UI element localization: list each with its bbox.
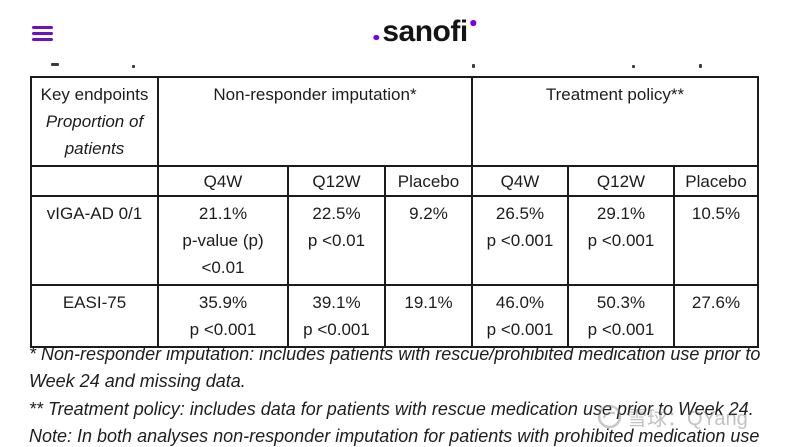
cell-line: <0.01 <box>201 258 245 277</box>
cell-line: 10.5% <box>691 204 741 223</box>
cell-line: 22.5% <box>312 204 361 223</box>
cell-line: 27.6% <box>691 293 741 312</box>
hamburger-bar <box>32 26 53 30</box>
subheader-cell: Placebo <box>384 165 473 197</box>
value-cell: 22.5% p <0.01 <box>287 195 386 286</box>
sanofi-logo-text: sanofi <box>382 15 468 48</box>
clipped-text-fragment <box>132 65 135 68</box>
value-cell: 39.1% p <0.001 <box>287 284 386 348</box>
cell-line: p <0.001 <box>587 320 655 339</box>
value-cell: 46.0% p <0.001 <box>471 284 569 348</box>
corner-subtitle: patients <box>64 139 125 158</box>
subheader-cell: Q4W <box>471 165 569 197</box>
endpoints-table: Key endpoints Proportion of patients Non… <box>30 76 759 348</box>
footnote-line: * Non-responder imputation: includes pat… <box>29 344 761 364</box>
hamburger-bar <box>32 38 53 42</box>
corner-title: Key endpoints <box>40 85 149 104</box>
subheader-cell: Q12W <box>567 165 675 197</box>
hamburger-menu-icon[interactable] <box>32 26 53 42</box>
value-cell: 19.1% <box>384 284 473 348</box>
table-subheader-row: Q4W Q12W Placebo Q4W Q12W Placebo <box>30 165 759 197</box>
cell-line: 35.9% <box>198 293 248 312</box>
endpoint-cell: EASI-75 <box>30 284 159 348</box>
cell-line: 50.3% <box>596 293 646 312</box>
value-cell: 9.2% <box>384 195 473 286</box>
value-cell: 35.9% p <0.001 <box>157 284 289 348</box>
hamburger-bar <box>32 32 53 36</box>
footnote-line: Week 24 and missing data. <box>29 371 246 392</box>
cell-line: 21.1% <box>198 204 248 223</box>
value-cell: 10.5% <box>673 195 759 286</box>
clipped-text-fragment <box>472 64 475 68</box>
value-cell: 26.5% p <0.001 <box>471 195 569 286</box>
value-cell: 29.1% p <0.001 <box>567 195 675 286</box>
empty-cell <box>30 165 159 197</box>
cell-line: 19.1% <box>404 293 453 312</box>
footnotes: * Non-responder imputation: includes pat… <box>29 341 760 447</box>
cell-line: p <0.001 <box>587 231 655 250</box>
sanofi-logo[interactable]: sanofi <box>373 15 480 48</box>
subheader-cell: Q4W <box>157 165 289 197</box>
cell-line: 29.1% <box>596 204 646 223</box>
footnote-line: ** Treatment policy: includes data for p… <box>29 398 754 419</box>
logo-i-dot-icon <box>470 20 476 26</box>
cell-line: p <0.01 <box>307 231 366 250</box>
clipped-text-fragment <box>699 64 702 68</box>
footnote-line: Note: In both analyses non-responder imp… <box>29 425 760 446</box>
cell-line: 9.2% <box>409 204 448 223</box>
cell-line: 26.5% <box>495 204 545 223</box>
clipped-text-fragment <box>632 65 635 68</box>
value-cell: 21.1% p-value (p) <0.01 <box>157 195 289 286</box>
group-header-tp: Treatment policy** <box>471 76 759 167</box>
cell-line: p <0.001 <box>486 231 554 250</box>
cell-line: p <0.001 <box>303 320 370 339</box>
endpoint-cell: vIGA-AD 0/1 <box>30 195 159 286</box>
cell-line: p <0.001 <box>189 320 257 339</box>
table-row: EASI-75 35.9% p <0.001 39.1% p <0.001 19… <box>30 284 759 348</box>
logo-left-dot-icon <box>373 34 379 40</box>
clipped-text-fragment <box>51 63 59 66</box>
cell-line: 39.1% <box>312 293 361 312</box>
value-cell: 50.3% p <0.001 <box>567 284 675 348</box>
subheader-cell: Q12W <box>287 165 386 197</box>
subheader-cell: Placebo <box>673 165 759 197</box>
table-group-header-row: Key endpoints Proportion of patients Non… <box>30 76 759 167</box>
cell-line: p <0.001 <box>486 320 554 339</box>
group-header-nri: Non-responder imputation* <box>157 76 473 167</box>
cell-line: p-value (p) <box>182 231 264 250</box>
corner-header-cell: Key endpoints Proportion of patients <box>30 76 159 167</box>
cell-line: 46.0% <box>495 293 545 312</box>
corner-subtitle: Proportion of <box>45 112 144 131</box>
value-cell: 27.6% <box>673 284 759 348</box>
table-row: vIGA-AD 0/1 21.1% p-value (p) <0.01 22.5… <box>30 195 759 286</box>
